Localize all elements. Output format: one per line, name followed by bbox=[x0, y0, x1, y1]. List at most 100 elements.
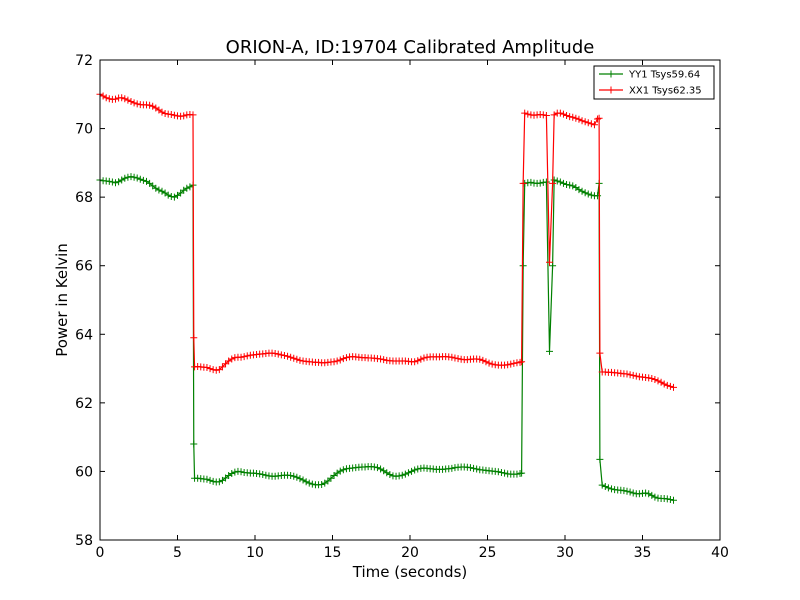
legend-box bbox=[593, 65, 715, 100]
data-point bbox=[572, 114, 580, 122]
data-point bbox=[549, 179, 557, 187]
legend-entry-2: XX1 Tsys62.35 bbox=[599, 86, 702, 97]
data-point bbox=[299, 476, 307, 484]
data-point bbox=[623, 487, 631, 495]
data-point bbox=[516, 358, 524, 366]
data-point bbox=[139, 176, 147, 184]
data-point bbox=[581, 118, 589, 126]
data-point bbox=[293, 355, 301, 363]
data-point bbox=[448, 464, 456, 472]
y-tick-label: 62 bbox=[75, 396, 93, 412]
data-point bbox=[118, 94, 126, 102]
data-point bbox=[408, 467, 416, 475]
data-point bbox=[395, 472, 403, 480]
data-point bbox=[136, 175, 144, 183]
data-point bbox=[578, 187, 586, 195]
data-point bbox=[559, 110, 567, 118]
data-point bbox=[629, 371, 637, 379]
data-point bbox=[170, 193, 178, 201]
data-point bbox=[623, 370, 631, 378]
x-tick-label: 15 bbox=[324, 545, 342, 561]
data-point bbox=[666, 382, 674, 390]
data-point bbox=[158, 187, 166, 195]
legend-marker bbox=[607, 70, 615, 78]
x-tick-label: 25 bbox=[479, 545, 497, 561]
data-point bbox=[620, 487, 628, 495]
data-point bbox=[626, 371, 634, 379]
data-point bbox=[645, 490, 653, 498]
data-point bbox=[218, 363, 226, 371]
data-point bbox=[414, 357, 422, 365]
data-point bbox=[336, 467, 344, 475]
data-point bbox=[494, 468, 502, 476]
data-point bbox=[629, 489, 637, 497]
data-point bbox=[466, 464, 474, 472]
data-point bbox=[293, 473, 301, 481]
data-point bbox=[569, 182, 577, 190]
data-point bbox=[654, 377, 662, 385]
x-axis-label: Time (seconds) bbox=[352, 563, 468, 581]
data-point bbox=[149, 102, 157, 110]
data-point bbox=[190, 440, 198, 448]
data-point bbox=[666, 496, 674, 504]
data-point bbox=[663, 495, 671, 503]
data-point bbox=[524, 110, 532, 118]
data-point bbox=[660, 380, 668, 388]
data-point bbox=[575, 186, 583, 194]
data-point bbox=[206, 365, 214, 373]
data-point bbox=[130, 99, 138, 107]
data-point bbox=[513, 470, 521, 478]
data-point bbox=[370, 463, 378, 471]
chart-title: ORION-A, ID:19704 Calibrated Amplitude bbox=[226, 37, 595, 58]
data-point bbox=[186, 183, 194, 191]
ticks-layer: 0 5 10 15 20 25 30 35 40 58 60 62 64 66 68 70 72 bbox=[75, 53, 729, 561]
data-point bbox=[243, 352, 251, 360]
x-tick-label: 40 bbox=[711, 545, 729, 561]
data-point bbox=[642, 489, 650, 497]
data-point bbox=[596, 349, 604, 357]
data-point bbox=[542, 112, 550, 120]
series-layer bbox=[96, 90, 677, 504]
data-point bbox=[215, 478, 223, 486]
x-tick-label: 10 bbox=[246, 545, 264, 561]
data-point bbox=[380, 356, 388, 364]
data-point bbox=[237, 468, 245, 476]
data-point bbox=[259, 471, 267, 479]
data-point bbox=[105, 95, 113, 103]
data-point bbox=[401, 470, 409, 478]
data-point bbox=[590, 121, 598, 129]
legend-entry-1: YY1 Tsys59.64 bbox=[599, 70, 700, 81]
data-point bbox=[296, 356, 304, 364]
data-point bbox=[594, 115, 602, 123]
data-point bbox=[274, 350, 282, 358]
data-point bbox=[507, 360, 515, 368]
data-point bbox=[519, 262, 527, 270]
data-point bbox=[133, 100, 141, 108]
data-point bbox=[411, 466, 419, 474]
data-point bbox=[575, 115, 583, 123]
data-point bbox=[521, 109, 529, 117]
data-point bbox=[124, 96, 132, 104]
x-tick-label: 35 bbox=[634, 545, 652, 561]
data-point bbox=[550, 111, 558, 119]
data-point bbox=[305, 479, 313, 487]
data-point bbox=[203, 364, 211, 372]
data-point bbox=[598, 481, 606, 489]
y-axis-label: Power in Kelvin bbox=[53, 243, 71, 357]
data-point bbox=[519, 179, 527, 187]
data-point bbox=[296, 475, 304, 483]
data-point bbox=[112, 95, 119, 103]
data-point bbox=[231, 468, 239, 476]
data-point bbox=[190, 334, 198, 342]
data-point bbox=[99, 92, 107, 100]
data-point bbox=[482, 358, 490, 366]
data-point bbox=[542, 178, 550, 186]
data-point bbox=[563, 112, 571, 120]
data-point bbox=[164, 191, 172, 199]
data-point bbox=[518, 358, 526, 366]
data-point bbox=[414, 465, 422, 473]
data-point bbox=[479, 356, 487, 364]
data-point bbox=[256, 470, 264, 478]
data-point bbox=[203, 475, 211, 483]
data-point bbox=[209, 366, 217, 374]
